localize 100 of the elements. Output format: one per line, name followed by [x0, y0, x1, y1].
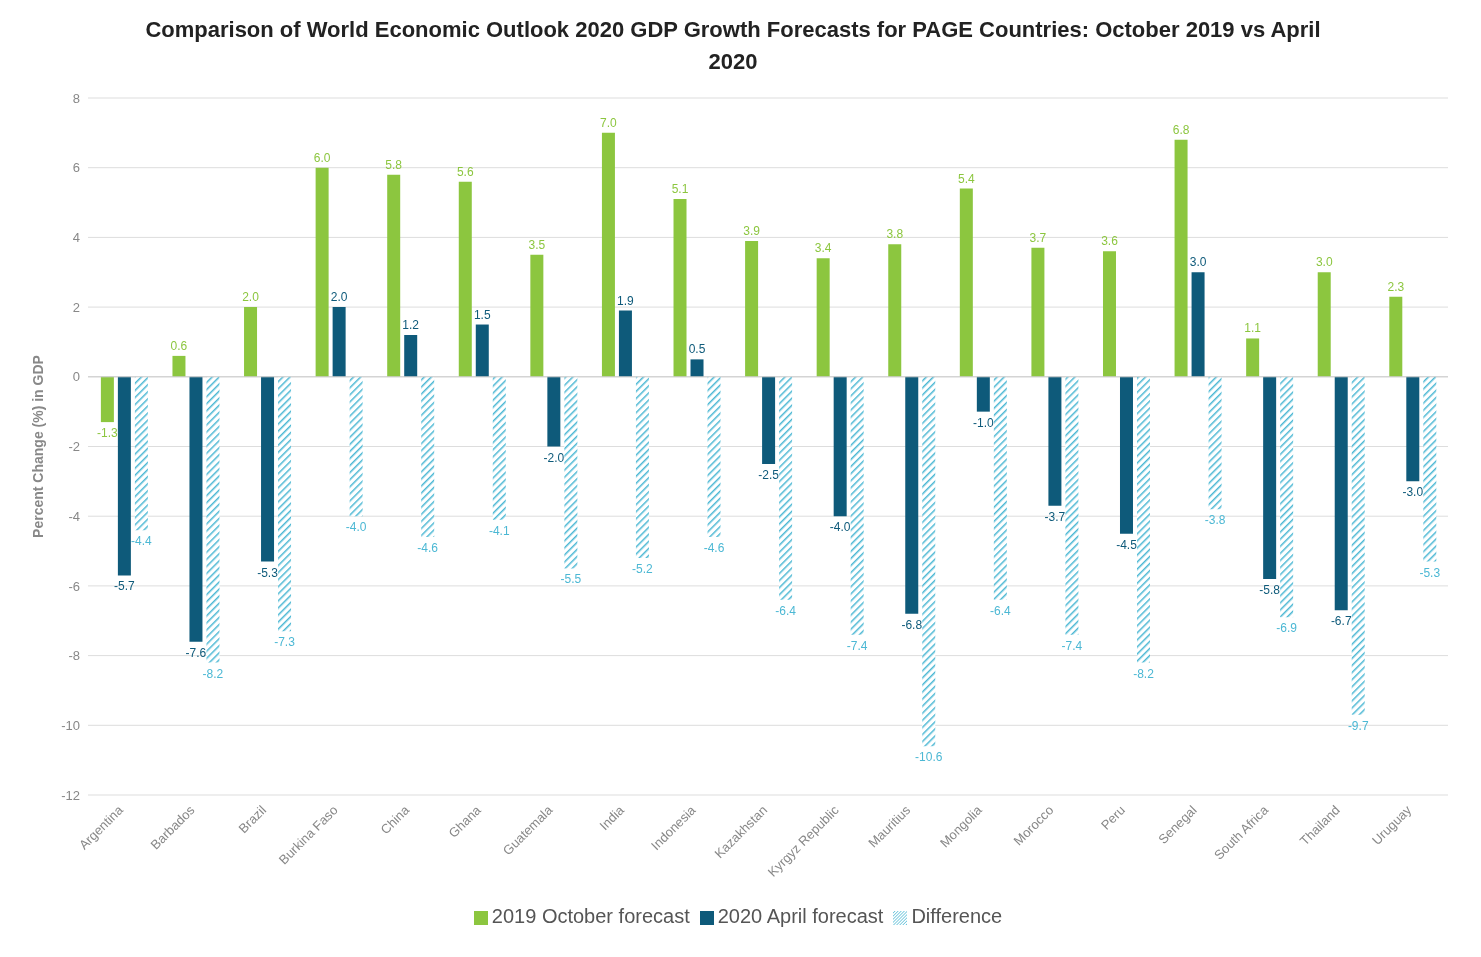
- data-label: 5.1: [671, 182, 689, 197]
- data-label: 3.5: [528, 237, 546, 252]
- data-label: -4.0: [345, 520, 367, 535]
- y-tick-label: 4: [72, 230, 80, 246]
- bar: [833, 376, 847, 517]
- y-tick-label: -6: [68, 578, 80, 594]
- bar: [421, 376, 435, 538]
- bar: [762, 376, 776, 464]
- data-label: 3.9: [743, 223, 761, 238]
- bar: [1048, 376, 1062, 506]
- bar: [458, 181, 472, 377]
- bar: [261, 376, 275, 562]
- bar: [404, 334, 418, 377]
- bar: [888, 244, 902, 377]
- bar: [922, 376, 936, 747]
- data-label: 5.4: [957, 171, 975, 186]
- bar: [745, 240, 759, 377]
- legend-label: 2020 April forecast: [717, 905, 884, 927]
- bar: [850, 376, 864, 635]
- data-label: 1.9: [617, 293, 635, 308]
- bar: [100, 376, 114, 423]
- data-label: -3.7: [1044, 509, 1066, 524]
- data-label: 5.8: [385, 157, 403, 172]
- bar: [564, 376, 578, 569]
- chart-title: Comparison of World Economic Outlook 2020 GDP Growth Forecasts for PAGE Countries: October 2019 vs April 2020: [144, 16, 1322, 76]
- bar: [1280, 376, 1294, 618]
- data-label: 2.0: [242, 290, 260, 305]
- bar: [1263, 376, 1277, 579]
- data-label: 3.7: [1029, 230, 1047, 245]
- bar: [993, 376, 1007, 600]
- bar: [816, 258, 830, 377]
- data-label: -6.9: [1276, 621, 1298, 636]
- y-tick-label: -2: [68, 439, 80, 455]
- data-label: -2.5: [758, 467, 780, 482]
- bar: [172, 355, 186, 377]
- y-tick-label: 8: [72, 90, 80, 106]
- data-label: -5.3: [257, 565, 279, 580]
- bar: [492, 376, 506, 520]
- bar: [905, 376, 919, 614]
- y-tick-label: -8: [68, 648, 80, 664]
- data-label: -6.4: [775, 603, 797, 618]
- data-label: -3.8: [1204, 513, 1226, 528]
- bar: [1191, 272, 1205, 377]
- data-label: -4.0: [829, 520, 851, 535]
- bar: [779, 376, 793, 600]
- y-axis-title: Percent Change (%) in GDP: [29, 355, 46, 538]
- data-label: -7.4: [1061, 638, 1083, 653]
- data-label: 1.2: [402, 317, 420, 332]
- data-label: 1.5: [473, 307, 491, 322]
- bar: [618, 310, 632, 377]
- bar: [1389, 296, 1403, 377]
- bar: [117, 376, 131, 576]
- bar: [976, 376, 990, 412]
- data-label: -8.2: [1133, 666, 1155, 681]
- data-label: -1.0: [972, 415, 994, 430]
- data-label: 3.8: [886, 227, 904, 242]
- bar: [1334, 376, 1348, 611]
- y-tick-label: 0: [72, 369, 80, 385]
- data-label: -7.3: [274, 635, 296, 650]
- bar: [1423, 376, 1437, 562]
- bar: [959, 188, 973, 377]
- bar: [1174, 139, 1188, 377]
- data-label: 1.1: [1244, 321, 1262, 336]
- data-label: -1.3: [97, 426, 119, 441]
- bar: [1208, 376, 1222, 510]
- bar: [1246, 338, 1260, 377]
- data-label: -6.8: [901, 617, 923, 632]
- bar: [332, 307, 346, 377]
- y-tick-label: -10: [61, 717, 80, 733]
- bar: [206, 376, 220, 663]
- data-label: -4.6: [417, 541, 439, 556]
- bar: [189, 376, 203, 642]
- data-label: -4.5: [1116, 537, 1138, 552]
- data-label: 3.0: [1189, 255, 1207, 270]
- bar: [547, 376, 561, 447]
- data-label: 2.3: [1387, 279, 1405, 294]
- bar: [673, 199, 687, 377]
- bar: [315, 167, 329, 377]
- data-label: -5.5: [560, 572, 582, 587]
- legend-label: 2019 October forecast: [491, 905, 690, 927]
- data-label: -9.7: [1347, 718, 1369, 733]
- data-label: -5.8: [1259, 582, 1281, 597]
- bar: [475, 324, 489, 377]
- data-label: 3.0: [1315, 255, 1333, 270]
- data-label: -8.2: [202, 666, 224, 681]
- y-tick-label: 6: [72, 160, 80, 176]
- bar: [1317, 272, 1331, 377]
- bar: [1136, 376, 1150, 663]
- y-tick-label: 2: [72, 299, 80, 315]
- data-label: -6.4: [989, 603, 1011, 618]
- bar: [134, 376, 148, 531]
- bar: [1406, 376, 1420, 482]
- data-label: -3.0: [1402, 485, 1424, 500]
- bar: [387, 174, 401, 377]
- data-label: -7.6: [185, 645, 207, 660]
- data-label: -5.2: [632, 562, 654, 577]
- bar: [1351, 376, 1365, 715]
- bar: [1031, 247, 1045, 377]
- data-label: -5.7: [114, 579, 136, 594]
- y-tick-label: -4: [68, 508, 80, 524]
